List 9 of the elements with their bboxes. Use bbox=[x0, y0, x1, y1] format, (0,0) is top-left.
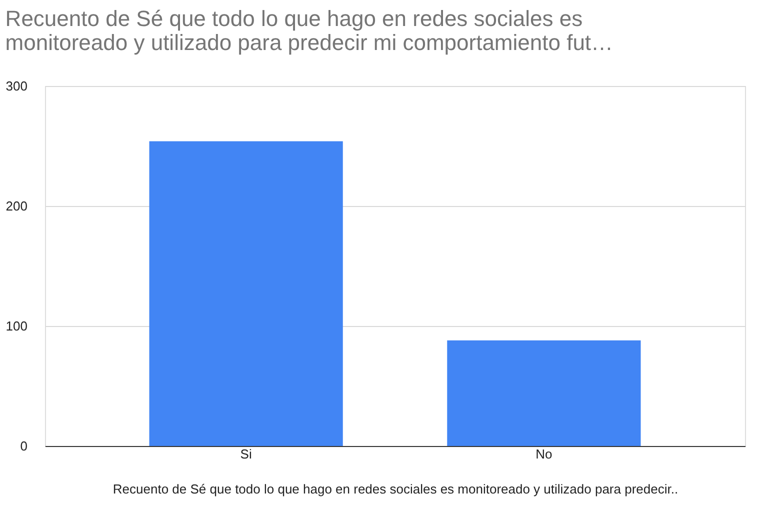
x-tick-label: Si bbox=[240, 446, 252, 462]
y-tick-label: 200 bbox=[6, 198, 28, 214]
x-tick-label: No bbox=[536, 446, 552, 462]
y-tick-label: 0 bbox=[20, 438, 28, 454]
text: Recuento de Sé que todo lo que hago en redes sociales es bbox=[5, 6, 583, 31]
y-tick-label: 300 bbox=[6, 78, 28, 94]
x-axis-title: Recuento de Sé que todo lo que hago en redes sociales es monitoreado y utilizado para predecir.. bbox=[112, 482, 678, 496]
text: monitoreado y utilizado para predecir mi comportamiento fut… bbox=[5, 30, 614, 55]
y-tick-label: 100 bbox=[6, 318, 28, 334]
